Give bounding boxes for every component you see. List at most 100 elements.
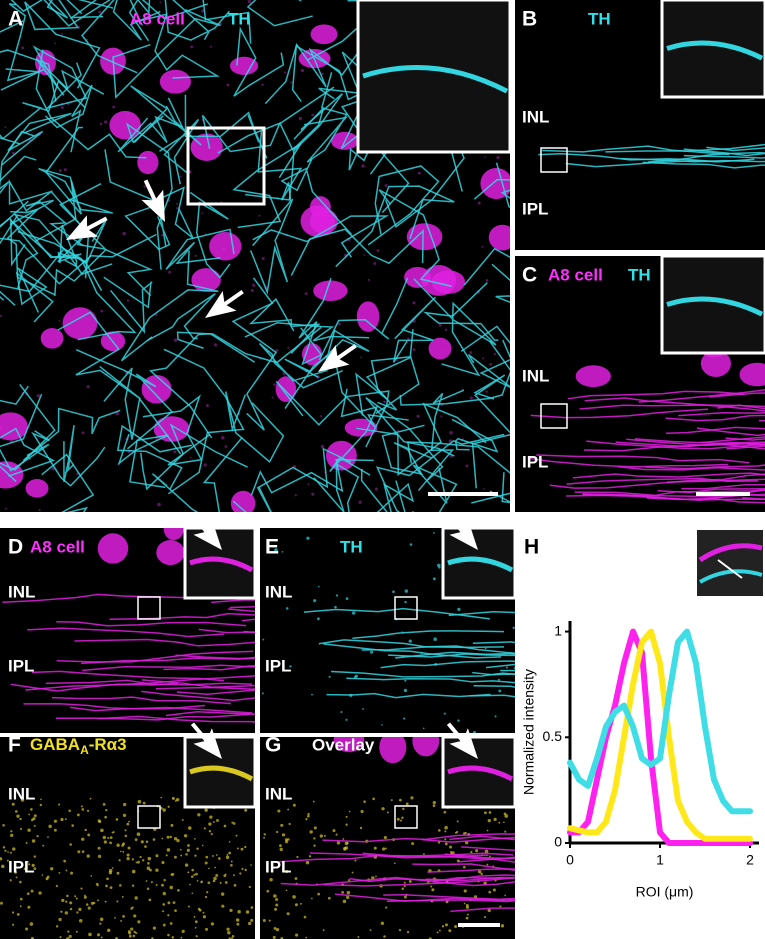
- cell: [62, 307, 98, 340]
- speckle: [215, 874, 219, 877]
- speckle: [180, 936, 183, 939]
- speckle: [261, 83, 264, 86]
- speckle: [269, 878, 273, 882]
- speckle: [167, 805, 170, 808]
- speckle: [334, 605, 337, 609]
- speckle: [176, 202, 179, 205]
- speckle: [224, 445, 228, 448]
- speckle: [493, 817, 497, 821]
- speckle: [208, 830, 212, 833]
- speckle: [58, 319, 61, 322]
- speckle: [19, 897, 23, 901]
- speckle: [346, 895, 350, 900]
- speckle: [213, 876, 217, 881]
- arrow: [205, 290, 237, 318]
- stain-text: GABA: [30, 735, 80, 754]
- speckle: [12, 923, 15, 926]
- fiber: [617, 465, 765, 471]
- speckle: [167, 933, 170, 937]
- arrow-shaft: [143, 179, 158, 203]
- speckle: [162, 910, 165, 913]
- speckle: [261, 692, 264, 695]
- fiber: [151, 437, 243, 512]
- speckle: [372, 797, 375, 801]
- inset-fiber: [447, 556, 514, 573]
- speckle: [187, 905, 190, 908]
- speckle: [104, 120, 108, 124]
- speckle: [128, 820, 130, 823]
- speckle: [250, 289, 254, 293]
- fiber: [331, 670, 515, 678]
- speckle: [465, 916, 469, 920]
- speckle: [384, 184, 388, 188]
- speckle: [226, 853, 229, 856]
- speckle: [233, 874, 235, 877]
- speckle: [126, 299, 130, 302]
- speckle: [177, 889, 180, 892]
- fiber: [32, 45, 88, 110]
- speckle: [285, 869, 289, 874]
- inset-fiber: [189, 556, 254, 573]
- cell: [40, 328, 64, 349]
- speckle: [162, 891, 167, 896]
- cell: [141, 374, 172, 404]
- speckle: [133, 914, 137, 918]
- fiber: [41, 453, 95, 512]
- speckle: [343, 846, 347, 850]
- speckle: [87, 833, 91, 837]
- fiber: [15, 266, 54, 323]
- speckle: [100, 309, 104, 313]
- speckle: [194, 920, 198, 924]
- fiber: [0, 130, 35, 190]
- speckle: [275, 928, 280, 932]
- speckle: [375, 875, 377, 878]
- arrow: [66, 215, 99, 240]
- arrow-shaft: [446, 513, 466, 535]
- speckle: [88, 932, 92, 937]
- layer-label: IPL: [522, 452, 548, 471]
- speckle: [305, 860, 310, 865]
- speckle: [322, 929, 325, 932]
- speckle: [187, 826, 192, 830]
- fiber: [472, 641, 515, 644]
- speckle: [50, 867, 54, 871]
- panel-label: H: [524, 536, 539, 559]
- arrow-shaft: [190, 722, 210, 744]
- fiber: [335, 893, 515, 903]
- cell: [480, 167, 510, 200]
- speckle: [30, 818, 34, 822]
- speckle: [11, 151, 15, 155]
- speckle: [47, 836, 49, 838]
- fiber: [413, 278, 497, 377]
- speckle: [77, 850, 81, 854]
- speckle: [358, 500, 362, 504]
- speckle: [74, 895, 77, 898]
- speckle: [97, 884, 99, 887]
- speckle: [341, 890, 345, 894]
- speckle: [132, 906, 134, 909]
- speckle: [317, 617, 320, 621]
- speckle: [143, 185, 146, 188]
- speckle: [109, 836, 113, 840]
- fiber: [572, 472, 765, 479]
- cell: [310, 24, 338, 45]
- speckle: [85, 903, 89, 906]
- fiber: [678, 411, 765, 417]
- speckle: [354, 674, 358, 678]
- speckle: [179, 175, 182, 178]
- fiber: [198, 628, 255, 634]
- speckle: [295, 933, 299, 937]
- speckle: [157, 502, 161, 507]
- inset: [660, 254, 765, 355]
- inset-fiber: [666, 296, 764, 317]
- fiber: [0, 217, 39, 301]
- speckle: [342, 899, 347, 904]
- speckle: [155, 884, 158, 887]
- speckle: [210, 833, 213, 836]
- speckle: [124, 829, 127, 832]
- speckle: [205, 927, 209, 931]
- speckle: [336, 841, 341, 845]
- fiber: [644, 464, 765, 470]
- fiber: [303, 607, 490, 620]
- speckle: [122, 231, 126, 236]
